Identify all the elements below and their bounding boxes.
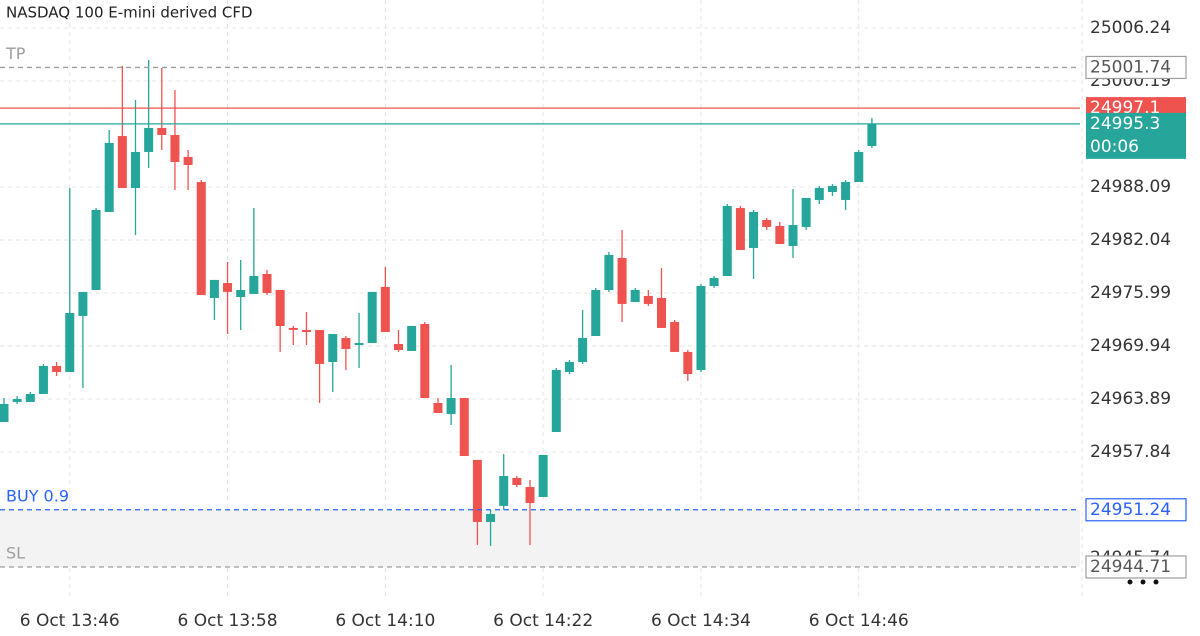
x-tick-label: 6 Oct 14:34 bbox=[651, 611, 751, 631]
candle-body bbox=[578, 338, 588, 363]
candle-body bbox=[144, 127, 154, 152]
candle-body bbox=[657, 297, 666, 328]
candle-body bbox=[841, 182, 851, 200]
candle-body bbox=[722, 206, 732, 276]
price-line-label: SL bbox=[6, 543, 25, 562]
candle-body bbox=[525, 487, 535, 503]
candle-body bbox=[183, 156, 193, 166]
candle-body bbox=[512, 477, 522, 485]
x-tick-label: 6 Oct 13:46 bbox=[20, 611, 120, 631]
candle-body bbox=[262, 273, 272, 293]
candle-body bbox=[735, 208, 745, 250]
candle-body bbox=[65, 312, 75, 372]
candle-body bbox=[131, 151, 140, 188]
candle-body bbox=[827, 185, 837, 192]
candle-body bbox=[249, 276, 259, 294]
candle-body bbox=[643, 295, 653, 304]
candle-body bbox=[538, 454, 548, 497]
candle-body bbox=[354, 343, 364, 346]
chart-title: NASDAQ 100 E-mini derived CFD bbox=[6, 4, 253, 22]
y-tick-label: 24975.99 bbox=[1090, 283, 1171, 303]
candle-body bbox=[78, 291, 88, 316]
x-tick-label: 6 Oct 14:22 bbox=[493, 611, 593, 631]
price-box bbox=[1085, 498, 1187, 522]
candle-body bbox=[670, 321, 680, 352]
candle-body bbox=[472, 459, 482, 522]
candle-body bbox=[420, 324, 430, 399]
candle-body bbox=[367, 291, 377, 344]
candle-body bbox=[762, 220, 772, 227]
order-zone bbox=[0, 509, 1080, 567]
candle-body bbox=[0, 403, 9, 423]
candle-body bbox=[433, 403, 443, 413]
y-tick-label: 24969.94 bbox=[1090, 336, 1171, 356]
last-label: 24995.3 bbox=[1090, 114, 1160, 134]
candle-body bbox=[709, 278, 719, 286]
candle-body bbox=[775, 225, 785, 245]
candle-body bbox=[604, 254, 614, 291]
x-tick-label: 6 Oct 14:10 bbox=[335, 611, 435, 631]
candle-body bbox=[814, 187, 824, 200]
price-box-label: 24951.24 bbox=[1090, 500, 1171, 520]
candle-body bbox=[749, 211, 759, 248]
candle-body bbox=[236, 290, 246, 298]
candle-body bbox=[91, 209, 101, 291]
candle-body bbox=[499, 475, 509, 506]
candle-body bbox=[854, 151, 864, 183]
y-tick-label: 24957.84 bbox=[1090, 442, 1171, 462]
last-box bbox=[1086, 112, 1186, 159]
candle-body bbox=[341, 338, 351, 349]
candle-body bbox=[380, 286, 390, 332]
candle-body bbox=[301, 329, 311, 332]
candle-body bbox=[591, 290, 601, 336]
candle-body bbox=[12, 398, 22, 402]
y-tick-label: 24988.09 bbox=[1090, 177, 1171, 197]
candle-body bbox=[788, 225, 798, 246]
x-tick-label: 6 Oct 14:46 bbox=[809, 611, 909, 631]
candle-body bbox=[223, 283, 233, 292]
candle-body bbox=[394, 343, 403, 351]
price-box bbox=[1085, 55, 1187, 80]
y-tick-label: 24963.89 bbox=[1090, 389, 1171, 409]
y-tick-label: 25006.24 bbox=[1090, 18, 1171, 38]
candle-body bbox=[52, 365, 62, 372]
candle-body bbox=[157, 127, 167, 135]
candle-body bbox=[630, 290, 640, 303]
candle-body bbox=[170, 134, 180, 162]
candle-body bbox=[801, 197, 811, 227]
candle-body bbox=[564, 362, 574, 372]
price-line-label: TP bbox=[5, 44, 26, 63]
candle-body bbox=[315, 329, 325, 364]
candle-body bbox=[683, 351, 693, 375]
candle-body bbox=[117, 136, 127, 188]
candle-body bbox=[288, 327, 298, 330]
candle-body bbox=[696, 285, 706, 370]
y-tick-label: 24982.04 bbox=[1090, 230, 1171, 250]
candle-body bbox=[275, 290, 285, 327]
candle-body bbox=[867, 123, 877, 147]
menu-icon[interactable] bbox=[1127, 579, 1159, 585]
candle-body bbox=[459, 398, 469, 456]
countdown: 00:06 bbox=[1090, 137, 1139, 157]
candle-body bbox=[446, 398, 456, 414]
candle-body bbox=[617, 257, 627, 304]
x-tick-label: 6 Oct 13:58 bbox=[178, 611, 278, 631]
candle-body bbox=[209, 279, 219, 298]
price-box-label: 24944.71 bbox=[1090, 557, 1171, 577]
price-line-label: BUY 0.9 bbox=[6, 486, 69, 505]
candle-body bbox=[104, 142, 114, 212]
candle-body bbox=[328, 333, 338, 363]
candle-body bbox=[196, 182, 206, 296]
candle-body bbox=[407, 326, 417, 351]
price-box-label: 25001.74 bbox=[1090, 57, 1171, 77]
price-box bbox=[1085, 555, 1187, 579]
candle-body bbox=[38, 365, 48, 394]
candle-body bbox=[25, 393, 35, 402]
candle-body bbox=[486, 513, 496, 522]
candle-body bbox=[551, 369, 561, 432]
